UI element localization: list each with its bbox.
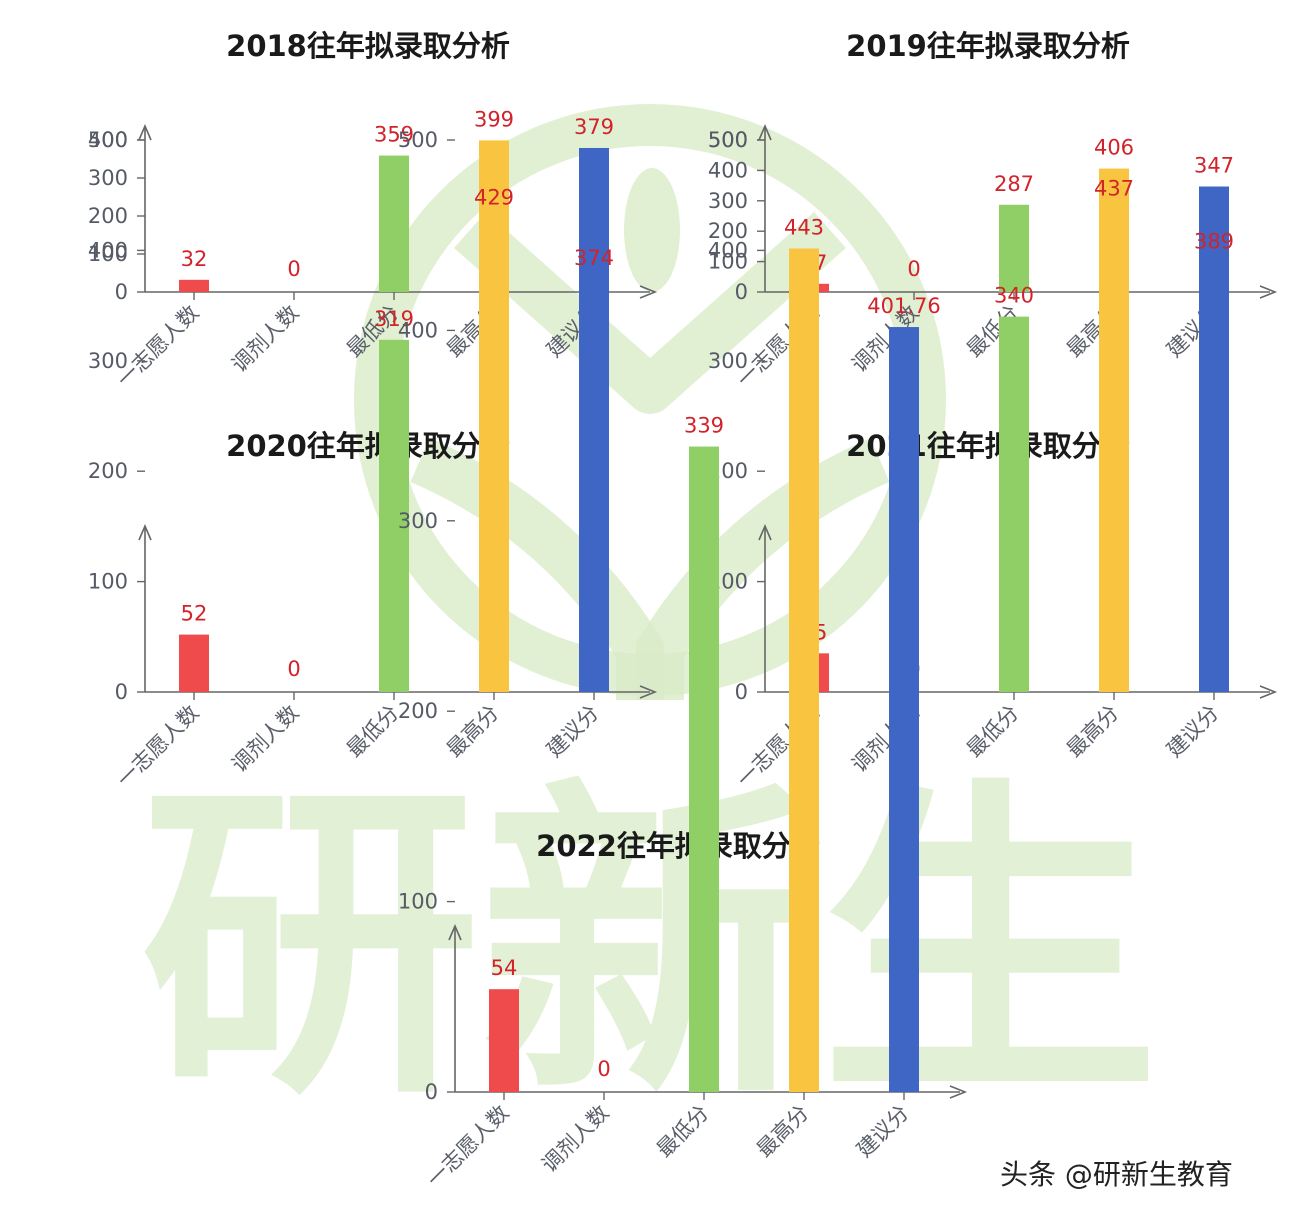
bar-value-label: 287 <box>994 172 1034 196</box>
y-tick-label: 0 <box>425 1080 438 1104</box>
y-tick-label: 0 <box>115 280 128 304</box>
chart-title: 2018往年拟录取分析 <box>226 29 510 63</box>
bar-value-label: 437 <box>1094 177 1134 201</box>
y-tick-label: 400 <box>88 128 128 152</box>
y-tick-label: 100 <box>88 570 128 594</box>
bar-3 <box>379 155 409 292</box>
bar-4 <box>479 218 509 692</box>
credit-text: 头条 @研新生教育 <box>1000 1158 1233 1191</box>
x-category-label: 最低分 <box>342 701 404 763</box>
x-axis-arrow-icon <box>1259 685 1278 699</box>
y-tick-label: 200 <box>88 204 128 228</box>
y-axis-arrow-icon <box>758 523 772 541</box>
y-axis-arrow-icon <box>138 523 152 541</box>
y-tick-label: 300 <box>88 166 128 190</box>
chart-title: 2022往年拟录取分析 <box>536 829 820 863</box>
bar-value-label: 389 <box>1194 230 1234 254</box>
x-category-label: 最低分 <box>962 701 1024 763</box>
y-tick-label: 200 <box>708 219 748 243</box>
x-category-label: 调剂人数 <box>227 301 303 377</box>
y-tick-label: 300 <box>708 349 748 373</box>
bar-value-label: 32 <box>181 247 208 271</box>
y-tick-label: 400 <box>398 318 438 342</box>
y-tick-label: 300 <box>398 509 438 533</box>
bar-1 <box>179 279 209 292</box>
bar-value-label: 429 <box>474 185 514 209</box>
bar-value-label: 340 <box>994 284 1034 308</box>
bar-value-label: 443 <box>784 216 824 240</box>
y-tick-label: 300 <box>88 349 128 373</box>
x-category-label: 建议分 <box>542 701 604 763</box>
chart-title: 2020往年拟录取分析 <box>226 429 510 463</box>
bar-3 <box>689 446 719 1092</box>
bar-5 <box>579 147 609 292</box>
y-tick-label: 400 <box>708 158 748 182</box>
x-axis-arrow-icon <box>639 685 658 699</box>
bar-1 <box>179 634 209 692</box>
bar-value-label: 374 <box>574 246 614 270</box>
y-tick-label: 300 <box>708 189 748 213</box>
bar-value-label: 406 <box>1094 136 1134 160</box>
bar-value-label: 0 <box>287 657 300 681</box>
bar-value-label: 54 <box>491 956 518 980</box>
x-category-label: 最高分 <box>1062 701 1124 763</box>
bar-chart-2020: 2020往年拟录取分析010020030040050052一志愿人数0调剂人数3… <box>88 128 658 792</box>
bar-value-label: 319 <box>374 307 414 331</box>
x-axis-arrow-icon <box>639 285 658 299</box>
bar-5 <box>1199 262 1229 692</box>
bar-value-label: 0 <box>907 257 920 281</box>
bar-value-label: 401.76 <box>867 294 940 318</box>
watermark-text: 研新生 <box>140 754 1160 1138</box>
bar-5 <box>579 279 609 692</box>
y-tick-label: 400 <box>88 238 128 262</box>
bar-value-label: 379 <box>574 115 614 139</box>
bar-value-label: 347 <box>1194 154 1234 178</box>
bar-3 <box>999 204 1029 292</box>
x-axis-arrow-icon <box>1259 285 1278 299</box>
bar-value-label: 0 <box>597 1057 610 1081</box>
y-tick-label: 100 <box>708 250 748 274</box>
y-tick-label: 100 <box>88 242 128 266</box>
bar-value-label: 339 <box>684 414 724 438</box>
bar-3 <box>379 339 409 692</box>
y-tick-label: 500 <box>708 128 748 152</box>
bar-4 <box>1099 209 1129 692</box>
bar-1 <box>489 989 519 1092</box>
y-tick-label: 500 <box>398 128 438 152</box>
y-tick-label: 0 <box>115 680 128 704</box>
bar-4 <box>789 248 819 1092</box>
bar-value-label: 359 <box>374 123 414 147</box>
bar-3 <box>999 316 1029 692</box>
bar-value-label: 399 <box>474 107 514 131</box>
y-tick-label: 0 <box>735 280 748 304</box>
bar-chart-2018: 2018往年拟录取分析010020030040032一志愿人数0调剂人数359最… <box>88 29 658 392</box>
y-tick-label: 100 <box>398 890 438 914</box>
chart-title: 2021往年拟录取分析 <box>846 429 1130 463</box>
y-tick-label: 500 <box>708 128 748 152</box>
y-axis-arrow-icon <box>758 123 772 141</box>
bar-5 <box>889 327 919 1092</box>
chart-title: 2019往年拟录取分析 <box>846 29 1130 63</box>
y-tick-label: 200 <box>398 699 438 723</box>
y-tick-label: 0 <box>735 680 748 704</box>
bar-value-label: 52 <box>181 602 208 626</box>
x-category-label: 建议分 <box>1162 701 1224 763</box>
y-tick-label: 500 <box>88 128 128 152</box>
y-axis-arrow-icon <box>448 923 462 941</box>
y-axis-arrow-icon <box>138 123 152 141</box>
x-category-label: 最高分 <box>442 701 504 763</box>
watermark-logo-icon <box>354 104 946 700</box>
x-axis-arrow-icon <box>949 1085 968 1099</box>
bar-value-label: 0 <box>287 257 300 281</box>
x-category-label: 一志愿人数 <box>112 301 203 392</box>
y-tick-label: 400 <box>708 238 748 262</box>
y-tick-label: 200 <box>88 459 128 483</box>
